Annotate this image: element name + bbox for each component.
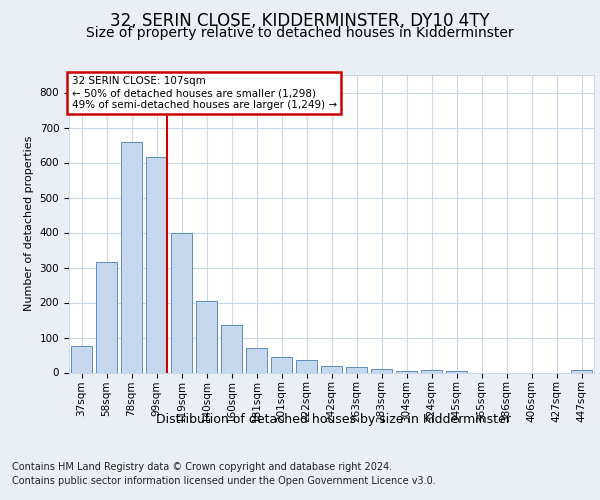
Bar	[96, 262, 117, 372]
Bar	[196, 300, 217, 372]
Bar	[121, 142, 142, 372]
Bar	[321, 366, 342, 372]
Bar	[221, 325, 242, 372]
Text: Contains HM Land Registry data © Crown copyright and database right 2024.: Contains HM Land Registry data © Crown c…	[12, 462, 392, 472]
Bar	[446, 371, 467, 372]
Bar	[421, 370, 442, 372]
Text: Distribution of detached houses by size in Kidderminster: Distribution of detached houses by size …	[155, 412, 511, 426]
Bar	[146, 157, 167, 372]
Bar	[571, 370, 592, 372]
Text: 32 SERIN CLOSE: 107sqm
← 50% of detached houses are smaller (1,298)
49% of semi-: 32 SERIN CLOSE: 107sqm ← 50% of detached…	[71, 76, 337, 110]
Bar	[296, 360, 317, 372]
Bar	[171, 232, 192, 372]
Bar	[371, 369, 392, 372]
Text: Size of property relative to detached houses in Kidderminster: Size of property relative to detached ho…	[86, 26, 514, 40]
Bar	[246, 348, 267, 372]
Bar	[346, 367, 367, 372]
Bar	[71, 346, 92, 372]
Text: 32, SERIN CLOSE, KIDDERMINSTER, DY10 4TY: 32, SERIN CLOSE, KIDDERMINSTER, DY10 4TY	[110, 12, 490, 30]
Text: Contains public sector information licensed under the Open Government Licence v3: Contains public sector information licen…	[12, 476, 436, 486]
Bar	[271, 357, 292, 372]
Bar	[396, 371, 417, 372]
Y-axis label: Number of detached properties: Number of detached properties	[24, 136, 34, 312]
